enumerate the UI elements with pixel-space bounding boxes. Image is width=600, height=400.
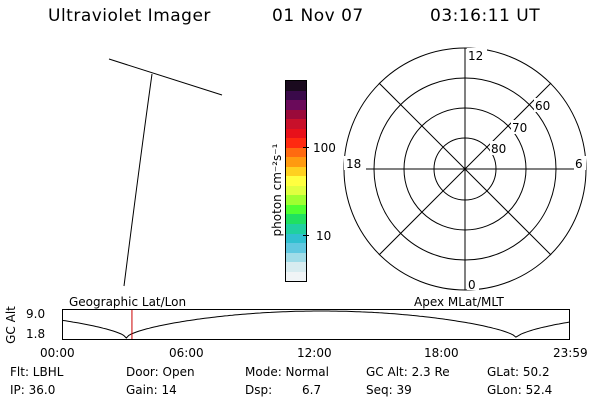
mode-info: Mode: Normal — [245, 365, 329, 379]
colorbar-tick-10: 10 — [316, 229, 332, 243]
date-label: 01 Nov 07 — [272, 6, 364, 26]
colorbar-band — [286, 223, 306, 234]
colorbar — [285, 80, 307, 282]
colorbar-band — [286, 262, 306, 272]
door-info: Door: Open — [126, 365, 195, 379]
mlt-label-0: 0 — [468, 278, 476, 292]
colorbar-band — [286, 90, 306, 101]
mlt-label-12: 12 — [468, 49, 483, 63]
tick-00: 00:00 — [40, 346, 75, 360]
colorbar-band — [286, 147, 306, 158]
colorbar-band — [286, 252, 306, 263]
gain-info: Gain: 14 — [126, 383, 177, 397]
geo-longitude-line — [123, 73, 153, 287]
timeline-ticks: 00:00 06:00 12:00 18:00 23:59 — [0, 346, 600, 362]
colorbar-band — [286, 166, 306, 177]
colorbar-tickmark-100 — [303, 147, 309, 148]
geo-latitude-line — [108, 58, 223, 96]
orbit-altitude-curve — [62, 310, 570, 339]
mlat-label-60: 60 — [535, 99, 550, 113]
glon-info: GLon: 52.4 — [487, 383, 553, 397]
colorbar-band — [286, 271, 306, 282]
colorbar-band — [286, 81, 306, 91]
tick-06: 06:00 — [169, 346, 204, 360]
apex-label: Apex MLat/MLT — [414, 295, 504, 309]
colorbar-band — [286, 243, 306, 253]
mlat-label-70: 70 — [512, 121, 527, 135]
glat-info: GLat: 50.2 — [487, 365, 550, 379]
tick-18: 18:00 — [424, 346, 459, 360]
tick-12: 12:00 — [297, 346, 332, 360]
colorbar-band — [286, 157, 306, 167]
geographic-label: Geographic Lat/Lon — [69, 295, 187, 309]
gcalt-info: GC Alt: 2.3 Re — [366, 365, 450, 379]
polar-plot: 12 18 6 0 60 70 80 — [343, 47, 587, 292]
seq-info: Seq: 39 — [366, 383, 412, 397]
time-label: 03:16:11 UT — [430, 6, 541, 26]
colorbar-tickmark-10 — [303, 235, 309, 236]
mlat-label-80: 80 — [491, 142, 506, 156]
dsp-label: Dsp: — [245, 383, 273, 397]
timeline-ylabel: GC Alt — [4, 306, 18, 344]
colorbar-band — [286, 176, 306, 186]
colorbar-band — [286, 195, 306, 205]
timeline-frame — [62, 309, 570, 340]
timeline-ymax: 9.0 — [26, 307, 46, 321]
dsp-value: 6.7 — [302, 383, 322, 397]
timeline-plot — [62, 309, 570, 340]
timeline-ymin: 1.8 — [26, 327, 46, 341]
colorbar-band — [286, 100, 306, 110]
flight-info: Flt: LBHL — [10, 365, 64, 379]
colorbar-band — [286, 138, 306, 148]
colorbar-band — [286, 214, 306, 224]
colorbar-band — [286, 119, 306, 129]
colorbar-tick-100: 100 — [313, 141, 336, 155]
ip-info: IP: 36.0 — [10, 383, 56, 397]
colorbar-band — [286, 233, 306, 244]
colorbar-band — [286, 128, 306, 139]
tick-2359: 23:59 — [553, 346, 588, 360]
geographic-panel — [108, 58, 223, 287]
mlt-label-18: 18 — [346, 157, 361, 171]
colorbar-band — [286, 109, 306, 120]
polar-diagonal-2 — [378, 82, 552, 256]
colorbar-band — [286, 185, 306, 196]
mlt-label-6: 6 — [575, 157, 583, 171]
colorbar-unit-label: photon cm⁻²s⁻¹ — [270, 143, 284, 237]
instrument-title: Ultraviolet Imager — [48, 6, 211, 26]
colorbar-band — [286, 204, 306, 215]
